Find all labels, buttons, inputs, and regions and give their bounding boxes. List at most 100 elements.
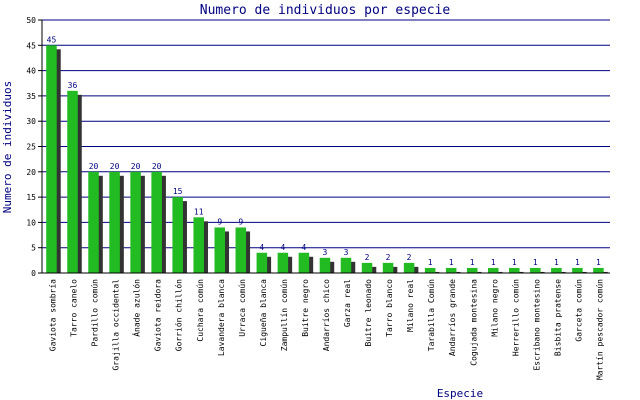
- bar: [172, 197, 183, 273]
- bar: [424, 267, 436, 273]
- bar: [509, 267, 520, 273]
- x-tick-label: Milano negro: [490, 279, 499, 337]
- y-tick-label: 45: [26, 41, 36, 50]
- x-tick-label: Bisbita pratense: [553, 279, 562, 356]
- bar: [235, 227, 247, 273]
- x-tick-label: Gaviota reidora: [154, 279, 163, 351]
- bar: [193, 217, 204, 273]
- y-tick-label: 10: [26, 218, 36, 227]
- y-tick-labels: 0 5 10 15 20 25 30 35 40 45 50: [26, 16, 36, 278]
- x-tick-label: Tarro canelo: [70, 279, 79, 337]
- x-tick-label: Grajilla occidental: [112, 279, 121, 371]
- data-label: 45: [47, 35, 57, 44]
- bar: [530, 267, 541, 273]
- y-tick-label: 30: [26, 117, 36, 126]
- data-label: 36: [68, 81, 78, 90]
- y-tick-label: 5: [31, 244, 36, 253]
- bar: [67, 90, 78, 273]
- data-label: 1: [512, 258, 517, 267]
- axes: [41, 20, 610, 274]
- x-tick-label: Lavandera blanca: [217, 279, 226, 356]
- bar: [46, 45, 57, 273]
- bar: [256, 252, 268, 273]
- data-label: 2: [365, 253, 370, 262]
- y-tick-label: 20: [26, 168, 36, 177]
- category-labels: Gaviota sombría Tarro canelo Pardillo comú…: [49, 279, 605, 380]
- bar: [88, 171, 99, 273]
- bar: [487, 267, 499, 273]
- data-label: 20: [152, 162, 162, 171]
- bar: [593, 267, 604, 273]
- bar: [277, 252, 289, 273]
- data-label: 1: [491, 258, 496, 267]
- data-label: 1: [575, 258, 580, 267]
- x-tick-label: Herrerillo común: [511, 279, 520, 356]
- x-tick-label: Andarríos grande: [448, 279, 457, 356]
- data-label: 4: [259, 243, 264, 252]
- y-tick-label: 15: [26, 193, 36, 202]
- bar: [298, 252, 310, 273]
- data-label: 1: [428, 258, 433, 267]
- bar: [151, 171, 162, 273]
- bar: [319, 257, 331, 273]
- x-tick-label: Gorrión chillón: [174, 279, 184, 351]
- x-tick-label: Cigueña blanca: [259, 279, 268, 347]
- bar: [340, 257, 352, 273]
- bar: [445, 267, 457, 273]
- x-tick-label: Escribano montesino: [532, 279, 541, 371]
- data-label: 20: [89, 162, 99, 171]
- x-tick-label: Andarríos chico: [322, 279, 331, 351]
- data-label: 15: [173, 187, 183, 196]
- chart-title: Numero de individuos por especie: [200, 3, 451, 18]
- data-label: 9: [238, 217, 243, 226]
- data-label: 11: [194, 207, 204, 216]
- y-tick-label: 35: [26, 92, 36, 101]
- x-tick-label: Buitre negro: [301, 279, 310, 337]
- y-tick-label: 50: [26, 16, 36, 25]
- data-label: 20: [131, 162, 141, 171]
- bar: [361, 262, 373, 273]
- x-tick-label: Tarro blanco: [385, 279, 394, 337]
- data-label: 3: [323, 248, 328, 257]
- data-label: 2: [386, 253, 391, 262]
- data-label: 1: [449, 258, 454, 267]
- data-label: 3: [344, 248, 349, 257]
- bar: [109, 171, 120, 273]
- x-tick-label: Cuchara común: [196, 279, 205, 342]
- x-axis-label: Especie: [437, 387, 483, 400]
- x-tick-label: Buitre leonado: [364, 279, 373, 347]
- x-tick-label: Milano real: [406, 279, 415, 332]
- bar: [130, 171, 141, 273]
- x-tick-label: Martín pescador común: [595, 279, 604, 380]
- x-tick-label: Tarabilla Común: [427, 279, 436, 351]
- data-label: 1: [596, 258, 601, 267]
- bar: [382, 262, 394, 273]
- data-label: 20: [110, 162, 120, 171]
- bar: [214, 227, 226, 273]
- bar: [551, 267, 562, 273]
- data-label: 4: [280, 243, 285, 252]
- x-tick-label: Pardillo común: [91, 279, 100, 347]
- x-tick-label: Zampullín común: [280, 279, 289, 351]
- y-tick-label: 25: [26, 143, 36, 152]
- bar: [466, 267, 478, 273]
- data-label: 2: [407, 253, 412, 262]
- data-label: 1: [470, 258, 475, 267]
- bar: [572, 267, 583, 273]
- data-label: 9: [217, 217, 222, 226]
- x-tick-label: Garza real: [343, 279, 352, 327]
- data-label: 1: [533, 258, 538, 267]
- bars: [46, 45, 608, 273]
- data-label: 4: [301, 243, 306, 252]
- data-label: 1: [554, 258, 559, 267]
- x-tick-label: Gaviota sombría: [49, 279, 58, 351]
- x-tick-label: Ánade azulón: [131, 279, 142, 337]
- bar: [403, 262, 415, 273]
- y-tick-label: 40: [26, 67, 36, 76]
- x-tick-label: Cogujada montesina: [469, 279, 478, 366]
- y-tick-label: 0: [31, 269, 36, 278]
- x-tick-label: Garceta común: [574, 279, 583, 342]
- y-axis-label: Numero de individuos: [1, 81, 14, 213]
